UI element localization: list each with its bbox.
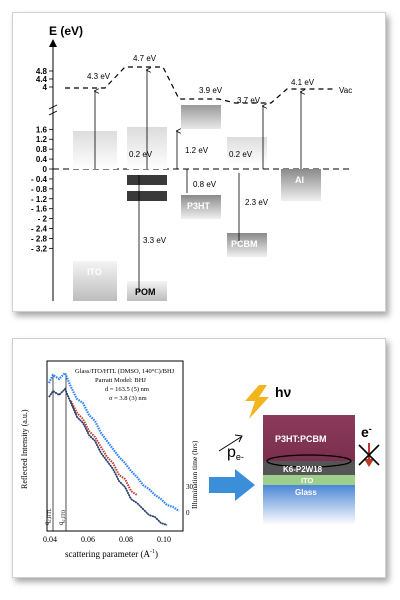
- pcbm-vac-value: 3.7 eV: [237, 96, 261, 105]
- ito-box: [73, 261, 117, 301]
- x-tick-0.10: 0.10: [157, 535, 171, 544]
- p3ht-vac-value: 3.9 eV: [199, 86, 223, 95]
- p3ht-lumo-block: [181, 105, 221, 129]
- layer-ito: [263, 475, 355, 485]
- x-tick-0.06: 0.06: [81, 535, 95, 544]
- h-nu-label: hν: [275, 384, 292, 400]
- al-label: Al: [295, 175, 304, 185]
- electron-label: e-: [361, 424, 372, 440]
- layer-glass: [263, 485, 355, 525]
- axis-tick-label: 4.8: [36, 67, 48, 76]
- pcbm-box: [227, 233, 267, 257]
- vacuum-level-line: [65, 66, 333, 104]
- pcbm-lumo-block: [227, 137, 267, 165]
- layer-pom: [263, 461, 355, 475]
- p-arrowhead-icon: [234, 434, 243, 443]
- axis-tick-label: - 3.2: [31, 244, 48, 253]
- pom-band-1: [127, 175, 167, 185]
- axis-break-mark: [48, 110, 58, 116]
- axis-tick-label: - 2: [38, 215, 48, 224]
- qc-ito-label: qc,ITO: [57, 509, 67, 525]
- axis-break-mark: [48, 104, 58, 110]
- axis-tick-label: 0: [43, 165, 48, 174]
- ito-label: ITO: [87, 267, 102, 277]
- layer-ito-label: ITO: [301, 476, 314, 485]
- x-tick-0.04: 0.04: [43, 535, 57, 544]
- ito-wf-value: 4.3 eV: [87, 72, 111, 81]
- pcbm-label: PCBM: [231, 239, 258, 249]
- al-wf-value: 4.1 eV: [291, 78, 315, 87]
- blocked-cross-icon: [358, 444, 380, 466]
- x-axis-label: scattering parameter (A-1): [65, 549, 158, 559]
- axis-tick-label: - 0.8: [31, 185, 48, 194]
- axis-tick-label: - 2.8: [31, 234, 48, 243]
- flow-arrow-icon: [209, 469, 255, 501]
- axis-tick-label: - 1.2: [31, 195, 48, 204]
- info-line-2: Parratt Model: BHJ: [95, 377, 146, 384]
- energy-level-diagram-panel: E (eV) 4.8 4.4 4 1.6 1.2 0.8 0.4 0- 0.4- 0.8- 1…: [12, 12, 386, 312]
- p3ht-homo-value: 0.8 eV: [193, 180, 217, 189]
- axis-tick-label: 4.4: [36, 75, 48, 84]
- pom-band-2: [127, 191, 167, 201]
- layer-bhj-label: P3HT:PCBM: [275, 434, 327, 444]
- info-line-1: Glass/ITO/HTL (DMSO, 140°C)/BHJ: [75, 368, 175, 375]
- info-line-3: d = 163.5 (5) nm: [105, 386, 149, 393]
- layer-pom-label: K6-P2W18: [283, 465, 323, 474]
- x-tick-0.08: 0.08: [119, 535, 133, 544]
- al-box: [281, 169, 321, 201]
- axis-tick-label: 4: [43, 83, 48, 92]
- axis-tick-label: 1.2: [36, 135, 48, 144]
- y-axis-label: Reflected Intensity (a.u.): [20, 409, 29, 489]
- axis-label: E (eV): [49, 24, 83, 38]
- pom-box: [127, 281, 167, 301]
- p3ht-label: P3HT: [187, 201, 211, 211]
- qc-htl-label: qc,HTL: [43, 508, 53, 525]
- p-arrow-icon: [218, 436, 242, 452]
- light-bolt-icon: [245, 385, 269, 419]
- pcbm-gap-value: 0.2 eV: [229, 150, 253, 159]
- reflectivity-panel: Reflected Intensity (a.u.) Illumination …: [12, 338, 386, 578]
- curve-blue: [48, 371, 180, 512]
- curve-red: [70, 400, 138, 496]
- axis-tick-label: 0.8: [36, 145, 48, 154]
- plot-frame: [46, 360, 184, 532]
- vac-label: Vac: [339, 86, 352, 95]
- pom-label: POM: [135, 287, 156, 297]
- y2-axis-label: Illumination time (hrs): [190, 440, 199, 509]
- p-label: pe-: [227, 444, 244, 462]
- pom-vac-value: 4.7 eV: [133, 54, 157, 63]
- axis-tick-label: - 1.6: [31, 205, 48, 214]
- layer-bhj: [263, 415, 355, 461]
- y2-tick-30: 30: [186, 483, 194, 491]
- pom-band-value: 3.3 eV: [143, 236, 167, 245]
- layer-glass-label: Glass: [295, 488, 317, 497]
- fit-curve: [48, 388, 168, 526]
- axis-tick-label: 0.4: [36, 155, 48, 164]
- axis-tick-label: 1.6: [36, 125, 48, 134]
- reflectivity-figure: Reflected Intensity (a.u.) Illumination …: [20, 360, 380, 559]
- pcbm-band-value: 2.3 eV: [245, 198, 269, 207]
- axis-arrow-icon: [49, 39, 57, 47]
- y2-tick-0: 0: [186, 509, 190, 517]
- axis-tick-label: - 2.4: [31, 225, 48, 234]
- electron-arrowhead-icon: [364, 459, 374, 467]
- p3ht-box: [181, 195, 221, 219]
- pom-gap-value: 0.2 eV: [129, 150, 153, 159]
- axis-tick-label: - 0.4: [31, 175, 48, 184]
- energy-level-diagram: E (eV) 4.84.441.61.20.80.40- 0.4- 0.8- 1…: [31, 24, 353, 301]
- interface-ellipse: [266, 454, 352, 468]
- axis-ticks: 4.84.44 1.61.20.80.40- 0.4- 0.8- 1.2- 1.6…: [31, 67, 58, 253]
- p3ht-lumo-value: 1.2 eV: [185, 146, 209, 155]
- info-line-4: σ = 3.8 (3) nm: [109, 395, 147, 402]
